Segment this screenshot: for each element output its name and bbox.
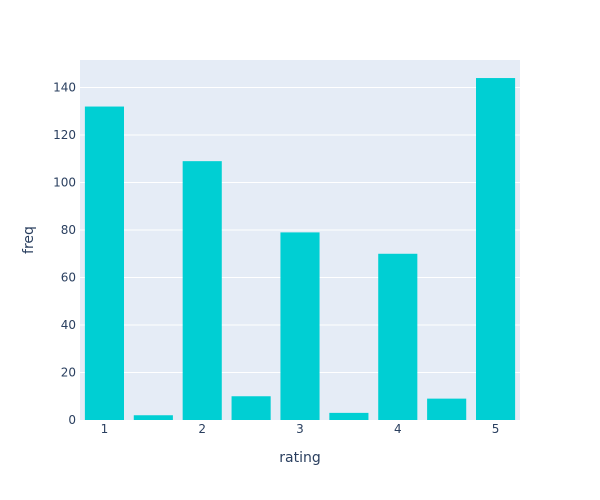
x-tick-label: 5 — [492, 422, 500, 436]
x-axis-ticks: 1 2 3 4 5 — [101, 422, 500, 436]
x-tick-label: 2 — [198, 422, 206, 436]
y-tick-label: 0 — [68, 413, 76, 427]
bar[interactable] — [476, 78, 516, 421]
y-axis-title: freq — [21, 226, 37, 254]
bar[interactable] — [182, 161, 222, 420]
y-tick-label: 20 — [61, 366, 76, 380]
bar[interactable] — [133, 415, 173, 420]
bar[interactable] — [427, 398, 467, 420]
bar[interactable] — [84, 106, 124, 421]
y-tick-label: 40 — [61, 318, 76, 332]
x-tick-label: 3 — [296, 422, 304, 436]
y-tick-label: 100 — [53, 176, 76, 190]
y-tick-label: 80 — [61, 223, 76, 237]
bar-series — [84, 78, 516, 421]
bar[interactable] — [378, 253, 418, 420]
y-tick-label: 120 — [53, 128, 76, 142]
y-axis-ticks: 0 20 40 60 80 100 120 140 — [53, 81, 76, 427]
y-tick-label: 60 — [61, 271, 76, 285]
y-tick-label: 140 — [53, 81, 76, 95]
x-axis-title: rating — [279, 450, 320, 466]
x-tick-label: 1 — [101, 422, 109, 436]
bar[interactable] — [280, 232, 320, 420]
bar[interactable] — [231, 396, 271, 420]
bar[interactable] — [329, 412, 369, 420]
x-tick-label: 4 — [394, 422, 402, 436]
